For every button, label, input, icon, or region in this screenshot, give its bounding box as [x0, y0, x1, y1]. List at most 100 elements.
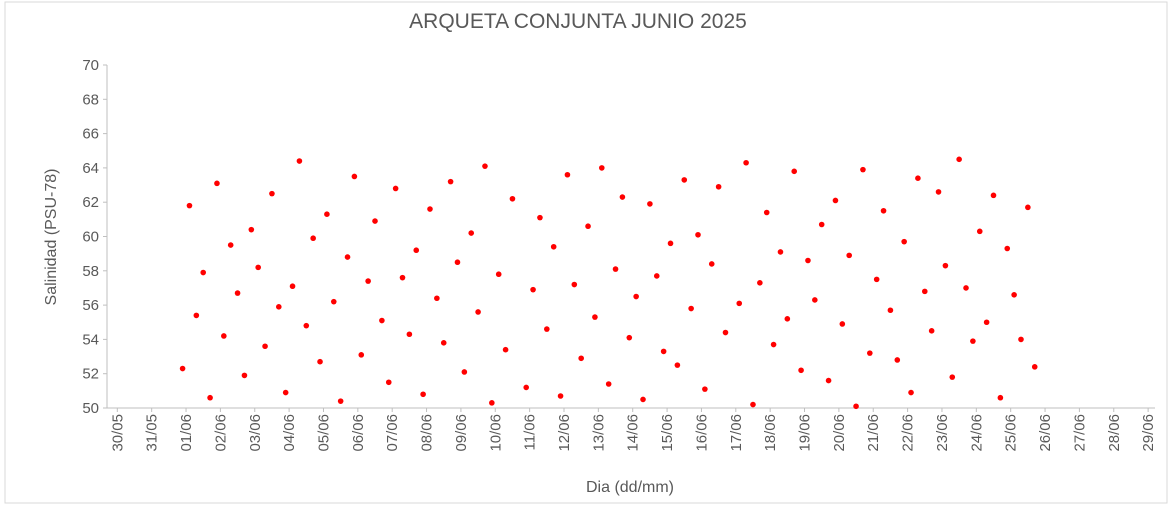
point — [241, 372, 248, 379]
point — [1031, 364, 1038, 370]
point — [1025, 204, 1031, 211]
x-tick-label: 09/06 — [453, 414, 470, 452]
x-tick-label: 12/06 — [556, 414, 573, 452]
point — [454, 259, 461, 266]
x-tick-label: 21/06 — [865, 414, 882, 452]
point — [915, 175, 921, 181]
point — [612, 266, 619, 272]
point — [234, 290, 241, 296]
y-tick-label: 56 — [82, 297, 99, 314]
point — [447, 178, 454, 185]
point — [434, 295, 440, 302]
point — [935, 189, 942, 195]
point — [708, 261, 715, 267]
point — [667, 240, 674, 247]
point — [702, 386, 708, 392]
point — [557, 393, 564, 399]
point — [853, 403, 859, 410]
point — [818, 221, 825, 228]
point — [330, 298, 337, 305]
point — [887, 307, 894, 314]
point — [489, 400, 495, 406]
x-axis-title: Dia (dd/mm) — [586, 479, 674, 496]
chart-frame — [4, 1, 1168, 504]
x-tick-label: 01/06 — [178, 414, 195, 452]
point — [571, 281, 578, 288]
point — [722, 329, 729, 336]
point — [921, 288, 928, 295]
point — [399, 274, 406, 281]
y-tick-label: 50 — [82, 400, 99, 417]
point — [317, 358, 323, 365]
point — [406, 331, 413, 338]
point — [956, 156, 962, 163]
point — [186, 202, 193, 209]
point — [832, 197, 839, 204]
point — [1004, 245, 1011, 252]
point — [970, 338, 976, 344]
x-tick-label: 10/06 — [487, 414, 504, 452]
point — [440, 340, 447, 346]
point — [757, 280, 763, 286]
point — [647, 201, 653, 207]
x-tick-label: 31/05 — [144, 414, 161, 452]
point — [860, 166, 866, 173]
point — [420, 391, 426, 398]
point — [894, 357, 901, 363]
point — [179, 365, 186, 372]
point — [337, 398, 344, 404]
point — [214, 180, 220, 187]
point — [468, 230, 475, 236]
point — [681, 177, 688, 183]
point — [344, 254, 351, 260]
x-tick-label: 07/06 — [384, 414, 401, 452]
point — [255, 264, 261, 271]
point — [626, 334, 633, 341]
x-tick-label: 19/06 — [797, 414, 814, 452]
point — [715, 183, 722, 190]
point — [495, 271, 502, 278]
y-tick-label: 58 — [82, 263, 99, 280]
y-tick-label: 62 — [82, 194, 99, 211]
x-tick-label: 15/06 — [659, 414, 676, 452]
y-axis-title: Salinidad (PSU-78) — [43, 169, 60, 306]
point — [674, 362, 681, 368]
x-tick-label: 03/06 — [247, 414, 264, 452]
point — [248, 226, 255, 233]
point — [269, 190, 275, 197]
point — [825, 377, 832, 384]
point — [530, 286, 536, 293]
x-tick-label: 17/06 — [728, 414, 745, 452]
point — [750, 401, 756, 408]
point — [736, 300, 743, 307]
point — [660, 348, 667, 355]
point — [578, 355, 584, 362]
x-tick-label: 11/06 — [522, 414, 539, 450]
point — [413, 247, 420, 254]
point — [605, 381, 612, 387]
x-tick-label: 29/06 — [1140, 414, 1157, 452]
point — [221, 333, 227, 339]
point — [688, 305, 694, 312]
y-tick-label: 54 — [82, 331, 99, 348]
point — [372, 218, 378, 224]
x-tick-label: 06/06 — [350, 414, 367, 452]
point — [798, 367, 804, 374]
x-tick-label: 04/06 — [281, 414, 298, 452]
point — [475, 309, 481, 315]
x-tick-label: 13/06 — [590, 414, 607, 452]
point — [537, 214, 543, 221]
x-tick-label: 08/06 — [419, 414, 436, 452]
x-tick-label: 05/06 — [315, 414, 332, 452]
point — [695, 231, 701, 238]
point — [653, 273, 660, 279]
point — [777, 249, 784, 255]
point — [997, 394, 1004, 401]
point — [385, 379, 392, 386]
x-tick-label: 27/06 — [1071, 414, 1088, 452]
point — [1011, 292, 1017, 298]
y-tick-label: 66 — [82, 126, 99, 143]
point — [763, 209, 770, 216]
point — [262, 343, 268, 350]
y-tick-label: 70 — [82, 57, 99, 74]
